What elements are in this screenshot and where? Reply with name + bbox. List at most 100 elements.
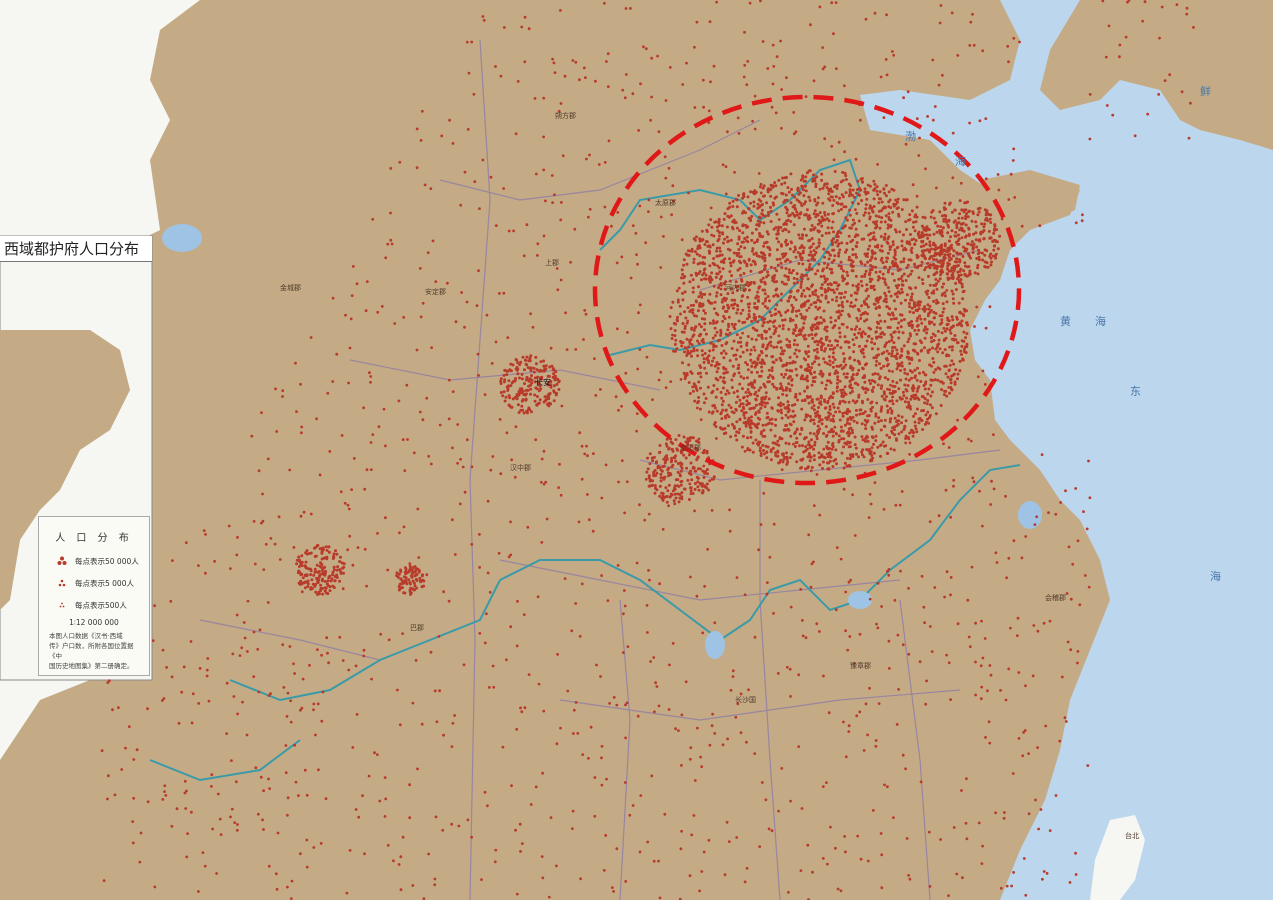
population-dot [478, 207, 481, 211]
population-dot [744, 390, 748, 394]
population-dot [914, 286, 918, 290]
population-dot [802, 188, 805, 192]
population-dot [900, 239, 904, 243]
population-dot [689, 746, 693, 750]
population-dot [779, 382, 783, 386]
population-dot [864, 427, 868, 431]
population-dot [399, 888, 403, 892]
population-dot [950, 229, 954, 233]
population-dot [860, 262, 864, 266]
population-dot [743, 237, 747, 240]
population-dot [872, 197, 876, 201]
population-dot [238, 654, 242, 657]
population-dot [834, 608, 838, 612]
population-dot [950, 345, 954, 349]
population-dot [919, 349, 923, 353]
population-dot [827, 257, 831, 261]
population-dot [533, 399, 537, 403]
population-dot [941, 73, 944, 77]
population-dot [523, 382, 526, 386]
population-dot [346, 548, 350, 552]
population-dot [757, 409, 761, 413]
population-dot [331, 570, 335, 574]
population-dot [815, 347, 819, 351]
population-dot [871, 210, 875, 214]
population-dot [485, 612, 488, 616]
population-dot [851, 377, 855, 381]
population-dot [386, 844, 390, 847]
population-dot [440, 134, 444, 138]
population-dot [844, 178, 848, 181]
population-dot [796, 189, 800, 193]
population-dot [867, 449, 871, 453]
population-dot [433, 883, 437, 887]
population-dot [281, 389, 285, 392]
population-dot [910, 320, 914, 323]
population-dot [832, 351, 835, 355]
population-dot [827, 461, 831, 465]
population-dot [888, 436, 891, 439]
population-dot [369, 375, 373, 378]
population-dot [779, 39, 782, 43]
population-dot [758, 446, 762, 450]
population-dot [826, 250, 830, 254]
population-dot [511, 397, 515, 401]
population-dot [866, 312, 869, 316]
population-dot [777, 178, 781, 182]
population-dot [297, 569, 301, 573]
population-dot [922, 329, 926, 332]
population-dot [866, 859, 870, 863]
population-dot [486, 571, 490, 575]
population-dot [519, 850, 522, 853]
population-dot [682, 330, 686, 334]
population-dot [801, 251, 805, 255]
population-dot [698, 407, 702, 411]
population-dot [840, 322, 844, 326]
population-dot [886, 387, 889, 391]
population-dot [755, 223, 759, 227]
population-dot [921, 428, 925, 431]
population-dot [420, 722, 424, 726]
population-dot [873, 372, 877, 376]
population-dot [935, 287, 939, 291]
population-dot [624, 73, 628, 76]
population-dot [950, 326, 954, 330]
population-dot [924, 242, 928, 246]
population-dot [825, 186, 829, 189]
population-dot [765, 230, 769, 234]
population-dot [816, 222, 820, 226]
population-dot [734, 434, 738, 438]
population-dot [848, 422, 852, 426]
population-dot [951, 297, 955, 301]
population-dot [823, 213, 827, 217]
population-dot [934, 312, 938, 315]
population-dot [761, 194, 765, 198]
population-dot [839, 260, 843, 264]
population-dot [823, 277, 827, 281]
population-dot [884, 294, 888, 298]
population-dot [841, 179, 845, 182]
population-dot [799, 283, 803, 286]
population-dot [711, 336, 715, 340]
population-dot [722, 305, 726, 309]
population-dot [877, 416, 881, 420]
population-dot [1045, 872, 1049, 875]
population-dot [883, 266, 887, 270]
population-dot [724, 352, 728, 356]
population-dot [581, 753, 585, 756]
population-dot [524, 388, 528, 392]
population-dot [1086, 764, 1090, 767]
population-dot [770, 314, 774, 317]
population-dot [874, 297, 878, 301]
population-dot [900, 313, 904, 317]
population-dot [463, 325, 466, 329]
population-dot [766, 273, 770, 277]
population-dot [730, 347, 734, 350]
population-dot [906, 350, 910, 354]
population-dot [889, 383, 892, 387]
population-dot [855, 413, 858, 417]
population-dot [722, 376, 726, 380]
population-dot [631, 224, 635, 228]
population-dot [240, 646, 244, 650]
population-dot [754, 424, 758, 428]
